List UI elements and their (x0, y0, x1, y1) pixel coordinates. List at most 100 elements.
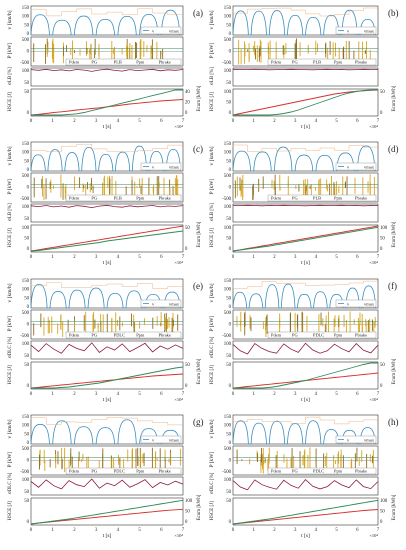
legend-v: v (152, 165, 155, 170)
power-tick-label: 0 (27, 186, 30, 191)
panel-label: (g) (193, 417, 204, 427)
speed-series (232, 145, 376, 172)
x-axis-label: t [s] (301, 533, 310, 539)
x-tick-label: 1 (52, 255, 55, 260)
vmax-series (232, 7, 378, 17)
legend-v: v (347, 29, 350, 34)
x-tick-label: 5 (138, 255, 141, 260)
energy-tick-label: 0 (380, 247, 383, 252)
x-tick-label: 7 (182, 119, 185, 124)
energy-tick-label: 50 (185, 363, 190, 368)
ratio-series (30, 342, 184, 354)
x-tick-label: 2 (73, 528, 76, 533)
speed-series (30, 145, 181, 172)
speed-tick-label: 150 (224, 415, 232, 420)
power-legend: Pdem PG PLB Ppm Pbrake (65, 194, 182, 202)
panel-label: (e) (193, 281, 203, 291)
energy-tick-label: 20 (185, 101, 190, 106)
legend-vmax: vmax (169, 165, 180, 170)
panel-label: (f) (388, 281, 397, 291)
power-tick-label: 500 (224, 174, 232, 179)
x-tick-label: 5 (335, 392, 338, 397)
soh-tick-label: 50 (226, 101, 231, 106)
ratio-ylabel: σLB [%] (210, 67, 215, 85)
soh-series (30, 373, 184, 389)
speed-ylabel: v [km/h] (7, 10, 13, 29)
x-tick-label: 4 (315, 119, 318, 124)
speed-ylabel: v [km/h] (7, 146, 13, 165)
speed-tick-label: 150 (22, 415, 30, 420)
energy-tick-label: 0 (185, 384, 188, 389)
vmax-series (232, 144, 378, 152)
x-tick-label: 1 (52, 528, 55, 533)
soh-tick-label: 0 (27, 520, 30, 525)
power-legend-entry: Pdem (271, 60, 282, 65)
x-tick-label: 4 (117, 528, 120, 533)
speed-legend-box (335, 26, 377, 35)
speed-legend: v vmax (140, 435, 182, 444)
power-legend-box (65, 467, 182, 475)
speed-axes (30, 141, 184, 172)
legend-vmax: vmax (169, 302, 180, 307)
power-legend-box (267, 331, 377, 339)
x-tick-label: 0 (232, 119, 235, 124)
energy-tick-label: 100 (380, 226, 388, 231)
ratio-axes (232, 67, 379, 87)
power-legend-entry: PLB (114, 196, 122, 201)
speed-tick-label: 50 (226, 159, 231, 164)
ratio-tick-label: 50 (226, 217, 231, 222)
x-tick-label: 2 (73, 255, 76, 260)
legend-v: v (152, 438, 155, 443)
soh-axes (232, 224, 379, 253)
power-tick-label: 500 (224, 311, 232, 316)
energy-tick-label: 50 (380, 237, 385, 242)
legend-vmax: vmax (364, 29, 375, 34)
speed-tick-label: 150 (22, 279, 30, 284)
ratio-axes (30, 340, 184, 360)
x-tick-label: 3 (95, 119, 98, 124)
energy-tick-label: 0 (380, 520, 383, 525)
x-tick-label: 5 (335, 119, 338, 124)
power-tick-label: 500 (224, 38, 232, 43)
x-axis-label: t [s] (103, 397, 112, 403)
x-tick-label: 3 (95, 255, 98, 260)
ratio-tick-label: 50 (226, 81, 231, 86)
power-legend: Pdem PG PLB Ppm Pbrake (65, 58, 182, 66)
energy-tick-label: 100 (380, 499, 388, 504)
power-legend-entry: PDLC (313, 469, 324, 474)
ratio-tick-label: 100 (224, 478, 232, 483)
ratio-axes (30, 67, 184, 87)
power-tick-label: 500 (22, 38, 30, 43)
x-tick-label: 6 (356, 255, 359, 260)
speed-tick-label: 0 (229, 305, 232, 310)
power-legend-entry: Ppm (334, 333, 343, 338)
energy-ylabel: Ecum [kWh] (392, 221, 397, 247)
energy-tick-label: 50 (185, 226, 190, 231)
power-ylabel: P [kW] (209, 451, 215, 467)
soh-series (30, 508, 184, 525)
energy-tick-label: 0 (380, 111, 383, 116)
soh-tick-label: 100 (224, 226, 232, 231)
x-tick-label: 5 (138, 392, 141, 397)
x-tick-label: 2 (273, 392, 276, 397)
x-tick-label: 4 (315, 255, 318, 260)
soh-ylabel: HSCE [J] (210, 365, 215, 385)
soh-tick-label: 50 (226, 499, 231, 504)
ratio-ylabel: σLB [%] (210, 203, 215, 221)
ratio-axes (232, 203, 379, 223)
speed-tick-label: 50 (24, 296, 29, 301)
power-legend-entry: PDLC (114, 333, 125, 338)
soh-ylabel: HSCE [J] (8, 92, 13, 112)
x-tick-label: 7 (377, 392, 380, 397)
speed-tick-label: 100 (22, 288, 30, 293)
energy-tick-label: 50 (185, 510, 190, 515)
x-tick-label: 0 (30, 392, 33, 397)
legend-vmax: vmax (364, 438, 375, 443)
ratio-series (30, 478, 184, 490)
x-tick-label: 1 (253, 528, 256, 533)
x-exponent: ×10⁴ (369, 124, 378, 129)
soh-axes (30, 497, 184, 526)
speed-tick-label: 150 (224, 6, 232, 11)
vmax-series (30, 417, 183, 426)
